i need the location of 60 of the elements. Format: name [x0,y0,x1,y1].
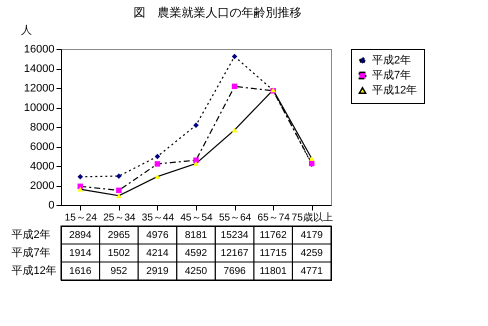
data-label: 11762 [260,230,288,241]
data-label: 1502 [108,248,130,259]
data-label: 15234 [220,230,249,241]
point [193,122,199,128]
data-label: 4592 [184,248,208,259]
y-tick-label: 14000 [24,63,54,75]
data-label: 4259 [300,248,324,259]
text: 平成2年 [12,229,51,241]
data-label: 2894 [69,230,92,241]
y-tick-label: 10000 [24,102,54,114]
data-label: 4250 [184,266,208,277]
data-label: 1914 [69,248,92,259]
y-tick-label: 4000 [30,160,54,172]
point [116,188,122,194]
point [154,161,160,167]
point [78,184,84,190]
legend-label: 平成7年 [372,68,412,82]
data-label: 4771 [300,266,324,277]
data-label: 4214 [146,248,169,259]
data-label: 952 [110,266,128,277]
data-label: 12167 [220,248,249,259]
x-tick-label: 35～44 [142,212,174,224]
point [78,186,84,192]
data-label: 2919 [146,266,169,277]
point [232,84,238,90]
y-tick-label: 6000 [30,141,54,153]
data-label: 4179 [300,230,324,241]
y-tick-label: 0 [48,200,54,212]
data-label: 8181 [184,230,208,241]
text: 平成12年 [12,265,57,277]
point [154,154,160,160]
y-tick-label: 16000 [24,44,54,56]
y-axis-title: 人 [21,24,32,36]
data-label: 1616 [69,266,92,277]
x-tick-label: 65～74 [258,212,290,224]
text: 平成7年 [12,247,51,259]
data-label: 11801 [260,266,288,277]
chart-title: 図 農業就業人口の年齢別推移 [134,6,302,20]
y-tick-label: 8000 [30,122,54,134]
data-label: 11715 [260,248,288,259]
data-label: 4976 [146,230,169,241]
x-tick-label: 55～64 [218,212,252,224]
y-tick-label: 12000 [24,82,54,94]
point [78,174,84,180]
legend-label: 平成2年 [372,54,412,66]
point [232,54,238,60]
data-label: 2965 [108,230,130,241]
data-label: 7696 [223,266,246,277]
point [193,161,199,166]
x-tick-label: 45～54 [180,212,214,224]
point [154,174,160,179]
x-tick-label: 25～34 [103,212,136,224]
y-tick-label: 2000 [30,180,54,192]
point [308,156,314,161]
legend-label: 平成12年 [372,84,418,96]
point [116,173,122,179]
point [232,128,238,132]
x-tick-label: 15～24 [64,212,98,224]
x-tick-label: 75歳以上 [292,212,333,224]
point [116,193,122,198]
